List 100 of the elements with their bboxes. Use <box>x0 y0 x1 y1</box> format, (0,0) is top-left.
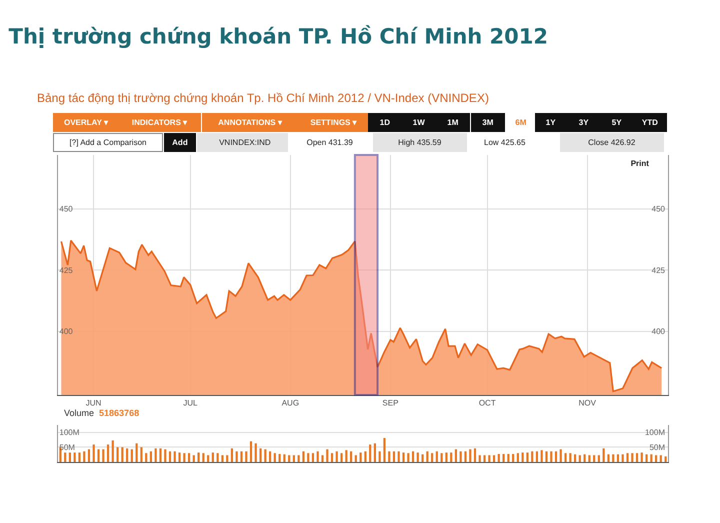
bar <box>645 454 648 462</box>
x-tick-label: OCT <box>478 398 496 408</box>
bar <box>483 455 486 462</box>
bar <box>574 454 576 462</box>
bar <box>631 453 634 462</box>
bar <box>350 451 352 462</box>
bar <box>664 456 667 462</box>
bar <box>416 452 419 462</box>
bar <box>112 440 114 462</box>
bar <box>78 452 81 462</box>
bar <box>130 449 133 462</box>
bar <box>584 454 586 462</box>
text: 6M <box>515 118 527 127</box>
bar <box>360 452 362 462</box>
bar <box>588 455 590 462</box>
x-tick-label: JUL <box>183 398 198 408</box>
bar <box>278 454 281 462</box>
bar <box>74 452 76 462</box>
bar <box>140 447 142 462</box>
bar <box>221 455 224 462</box>
bar <box>516 453 519 462</box>
text: ANNOTATIONS ▾ <box>218 118 283 127</box>
bar <box>150 451 152 462</box>
x-tick-label: JUN <box>86 398 102 408</box>
text: [?] Add a Comparison <box>70 138 146 147</box>
bar <box>183 453 186 462</box>
text: 3M <box>482 118 494 127</box>
bar <box>488 455 490 462</box>
bar <box>598 455 600 462</box>
text: 1D <box>380 118 390 127</box>
bar <box>121 447 124 462</box>
chart-title: Volume 51863768 <box>64 408 140 418</box>
bar <box>216 453 219 462</box>
text: SETTINGS ▾ <box>310 118 358 127</box>
bar <box>464 451 467 462</box>
bar <box>374 443 376 462</box>
bar <box>174 451 176 462</box>
bar <box>64 452 66 462</box>
text: OVERLAY ▾ <box>64 118 110 127</box>
text: High 435.59 <box>398 138 442 147</box>
bar <box>336 451 338 462</box>
bar <box>168 451 172 462</box>
bar <box>569 453 572 462</box>
y-tick-label: 450 <box>59 204 74 214</box>
bar <box>178 452 181 462</box>
bar <box>454 449 457 462</box>
x-tick-label: SEP <box>382 398 398 408</box>
bar <box>655 455 658 462</box>
bar <box>640 452 643 462</box>
bar <box>460 451 462 462</box>
text: Close 426.92 <box>588 138 636 147</box>
bar <box>383 438 386 462</box>
y2-tick-label: 425 <box>652 266 666 275</box>
bar <box>159 448 162 462</box>
bar <box>364 451 366 462</box>
bar <box>316 451 319 462</box>
text: Add <box>172 138 188 147</box>
text: 1Y <box>546 118 556 127</box>
text: YTD <box>642 118 658 127</box>
y-tick-label: 50M <box>59 443 76 452</box>
bar <box>226 455 228 462</box>
x-tick-label: NOV <box>578 398 597 408</box>
bar <box>388 451 390 462</box>
bar <box>154 448 157 462</box>
bar <box>330 453 334 462</box>
bar <box>407 453 410 462</box>
bar <box>560 449 562 462</box>
bar <box>578 455 581 462</box>
text: Low 425.65 <box>484 138 526 147</box>
bar <box>607 454 610 462</box>
bar <box>340 453 343 462</box>
chart-title: Thị trường chứng khoán TP. Hồ Chí Minh 2012 <box>8 24 548 48</box>
bar <box>116 447 119 462</box>
bar <box>254 443 257 462</box>
bar <box>564 453 567 462</box>
bar <box>230 448 234 462</box>
bar <box>307 453 310 462</box>
bar <box>312 453 314 462</box>
bar <box>198 452 200 462</box>
bar <box>240 451 243 462</box>
bar <box>545 451 548 462</box>
bar <box>498 454 500 462</box>
bar <box>512 454 514 462</box>
bar <box>83 451 86 462</box>
bar <box>540 450 543 462</box>
bar <box>526 452 528 462</box>
bar <box>321 455 324 462</box>
bar <box>250 441 252 462</box>
bar <box>192 455 195 462</box>
y-tick-label: 100M <box>59 428 80 438</box>
bar <box>492 455 496 462</box>
text: 1W <box>412 118 426 127</box>
text: 5Y <box>612 118 622 127</box>
bar <box>450 452 452 462</box>
x-tick-label: AUG <box>282 398 300 408</box>
bar <box>298 455 300 462</box>
bar <box>136 443 138 462</box>
text: INDICATORS ▾ <box>132 118 188 127</box>
bar <box>392 451 396 462</box>
bar <box>502 454 505 462</box>
